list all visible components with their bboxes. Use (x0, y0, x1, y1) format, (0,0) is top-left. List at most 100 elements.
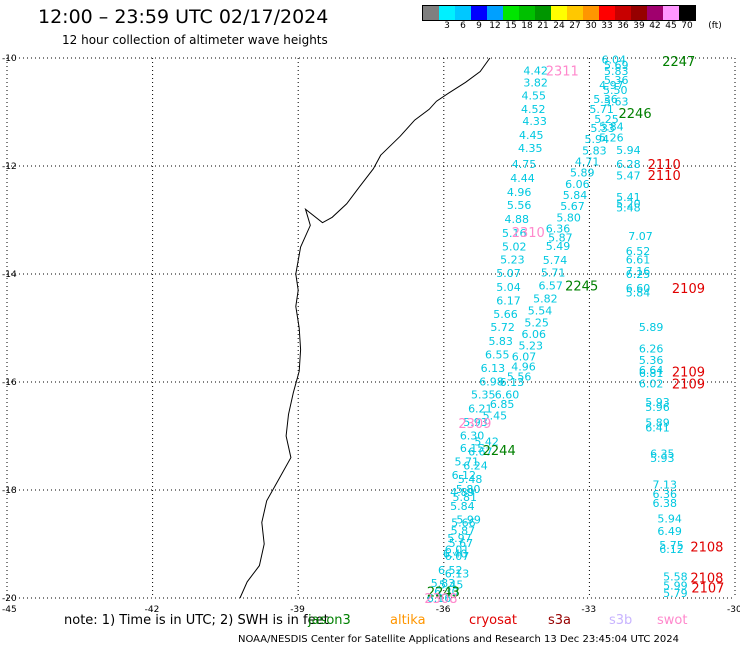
satellite-label: cryosat (469, 613, 517, 628)
wave-height-value: 4.97 (599, 79, 624, 92)
wave-height-value: 5.45 (483, 409, 508, 422)
wave-height-value: 4.96 (507, 186, 531, 199)
wave-height-value: 4.75 (512, 158, 537, 171)
legend-label: 39 (633, 21, 645, 31)
wave-height-value: 5.83 (431, 577, 456, 590)
wave-height-value: 5.71 (541, 266, 566, 279)
page-subtitle: 12 hour collection of altimeter wave hei… (62, 33, 328, 47)
pass-time-label: 2311 (546, 64, 579, 79)
wave-height-value: 4.52 (521, 103, 546, 116)
pass-time-label: 2243 (427, 586, 460, 601)
latitude-label: -20 (2, 594, 17, 604)
wave-height-value: 6.81 (639, 367, 664, 380)
wave-height-value: 5.25 (594, 113, 619, 126)
pass-time-label: 2247 (662, 55, 695, 70)
pass-time-label: 2246 (619, 107, 652, 122)
latitude-label: -10 (2, 54, 17, 64)
wave-height-value: 6.04 (602, 54, 627, 67)
wave-height-value: 5.99 (456, 514, 481, 527)
legend-label: 42 (649, 21, 661, 31)
wave-height-value: 6.15 (460, 442, 485, 455)
wave-height-value: 6.21 (468, 402, 493, 415)
wave-height-value: 5.36 (639, 354, 664, 367)
legend-swatch (647, 6, 663, 20)
wave-height-value: 5.79 (663, 587, 688, 600)
color-legend (422, 5, 696, 21)
legend-swatch (519, 6, 535, 20)
wave-height-value: 5.75 (659, 539, 684, 552)
wave-height-value: 6.12 (659, 543, 684, 556)
wave-height-value: 5.25 (524, 317, 549, 330)
wave-height-value: 5.87 (451, 525, 476, 538)
longitude-label: -30 (727, 605, 740, 615)
coastline (239, 57, 491, 599)
wave-height-value: 6.06 (521, 328, 546, 341)
legend-label: 33 (601, 21, 613, 31)
wave-height-value: 7.16 (626, 265, 651, 278)
wave-height-value: 6.07 (445, 550, 470, 563)
wave-height-value: 4.89 (450, 486, 475, 499)
legend-swatch (423, 6, 439, 20)
legend-swatch (615, 6, 631, 20)
pass-time-label: 2309 (458, 417, 491, 432)
latitude-label: -16 (2, 378, 17, 388)
wave-height-value: 4.42 (523, 64, 548, 77)
legend-label: 70 (681, 21, 693, 31)
wave-height-value: 6.57 (538, 279, 563, 292)
wave-height-value: 5.94 (585, 133, 610, 146)
wave-height-value: 5.42 (474, 435, 499, 448)
wave-height-value: 6.38 (652, 497, 677, 510)
longitude-label: -36 (436, 605, 451, 615)
wave-height-value: 5.96 (645, 401, 670, 414)
wave-height-value: 5.66 (451, 516, 476, 529)
legend-swatch (567, 6, 583, 20)
wave-height-value: 5.50 (603, 84, 628, 97)
wave-height-value: 6.85 (490, 398, 515, 411)
wave-height-value: 5.81 (453, 491, 478, 504)
wave-height-value: 5.89 (645, 417, 670, 430)
wave-height-value: 6.16 (427, 592, 452, 605)
pass-time-label: 2310 (512, 226, 545, 241)
wave-height-value: 5.93 (650, 452, 675, 465)
wave-height-value: 6.30 (460, 429, 485, 442)
wave-height-value: 6.64 (639, 364, 664, 377)
wave-height-value: 6.01 (445, 543, 470, 556)
legend-label: 15 (505, 21, 517, 31)
wave-height-value: 5.63 (604, 96, 629, 109)
legend-label: 21 (537, 21, 549, 31)
latitude-label: -12 (2, 162, 17, 172)
pass-time-label: 2245 (565, 279, 598, 294)
wave-height-value: 5.54 (528, 305, 553, 318)
wave-height-value: 5.56 (507, 371, 531, 384)
wave-height-value: 3.82 (523, 76, 548, 89)
wave-height-value: 5.84 (563, 189, 588, 202)
wave-height-value: 5.99 (663, 580, 688, 593)
footer-credit: NOAA/NESDIS Center for Satellite Applica… (238, 634, 680, 645)
wave-height-value: 5.80 (456, 483, 481, 496)
wave-height-value: 5.35 (471, 388, 496, 401)
wave-height-value: 5.20 (616, 197, 641, 210)
latitude-label: -18 (2, 486, 17, 496)
longitude-label: -33 (581, 605, 596, 615)
legend-unit: (ft) (708, 21, 722, 31)
legend-swatch (455, 6, 471, 20)
wave-height-value: 6.26 (639, 343, 664, 356)
wave-height-value: 6.28 (616, 158, 641, 171)
pass-time-label: 2109 (672, 282, 705, 297)
longitude-label: -42 (145, 605, 160, 615)
wave-height-value: 6.07 (512, 351, 537, 364)
wave-height-value: 5.83 (604, 65, 629, 78)
wave-height-value: 6.49 (657, 525, 682, 538)
page-title: 12:00 – 23:59 UTC 02/17/2024 (38, 6, 329, 28)
pass-time-label: 2110 (648, 169, 681, 184)
wave-height-value: 5.69 (604, 59, 629, 72)
wave-height-value: 6.36 (546, 223, 571, 236)
wave-height-value: 5.94 (657, 513, 682, 526)
wave-height-value: 5.26 (599, 131, 624, 144)
wave-height-value: 5.47 (616, 170, 641, 183)
wave-height-value: 5.71 (454, 455, 479, 468)
legend-label: 6 (460, 21, 466, 31)
wave-height-value: 5.84 (450, 500, 475, 513)
wave-height-value: 6.24 (463, 460, 488, 473)
wave-height-value: 5.36 (604, 74, 629, 87)
